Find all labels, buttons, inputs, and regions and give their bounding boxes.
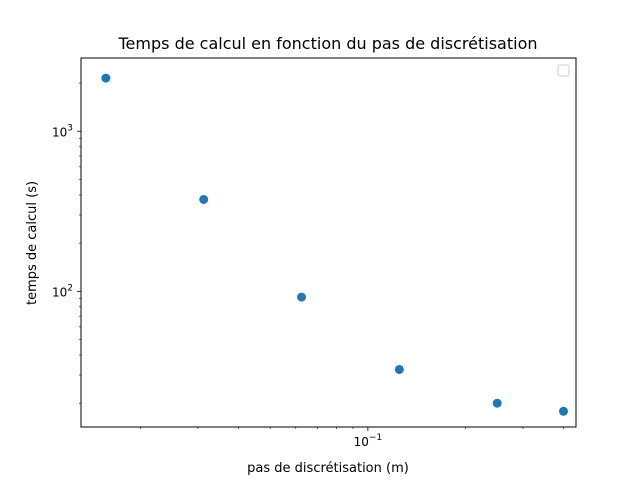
y-axis-label: temps de calcul (s) <box>25 181 40 305</box>
data-point <box>492 398 502 408</box>
data-points <box>101 73 569 416</box>
y-tick-exponent: 2 <box>67 283 73 293</box>
data-point <box>394 364 404 374</box>
data-point <box>559 406 569 416</box>
plot-frame <box>80 57 577 428</box>
y-tick-label: 102 <box>52 283 73 299</box>
x-tick-base: 10 <box>354 435 369 449</box>
chart-title: Temps de calcul en fonction du pas de di… <box>118 34 538 53</box>
x-tick-exponent: −1 <box>369 433 382 443</box>
data-point <box>199 194 209 204</box>
x-tick-label: 10−1 <box>354 433 383 449</box>
data-point <box>297 292 307 302</box>
data-point <box>101 73 111 83</box>
y-tick-exponent: 3 <box>67 123 73 133</box>
legend-box <box>557 64 570 77</box>
x-axis-label: pas de discrétisation (m) <box>247 461 409 476</box>
y-tick-base: 10 <box>52 285 67 299</box>
y-tick-label: 103 <box>52 123 73 139</box>
y-tick-base: 10 <box>52 125 67 139</box>
